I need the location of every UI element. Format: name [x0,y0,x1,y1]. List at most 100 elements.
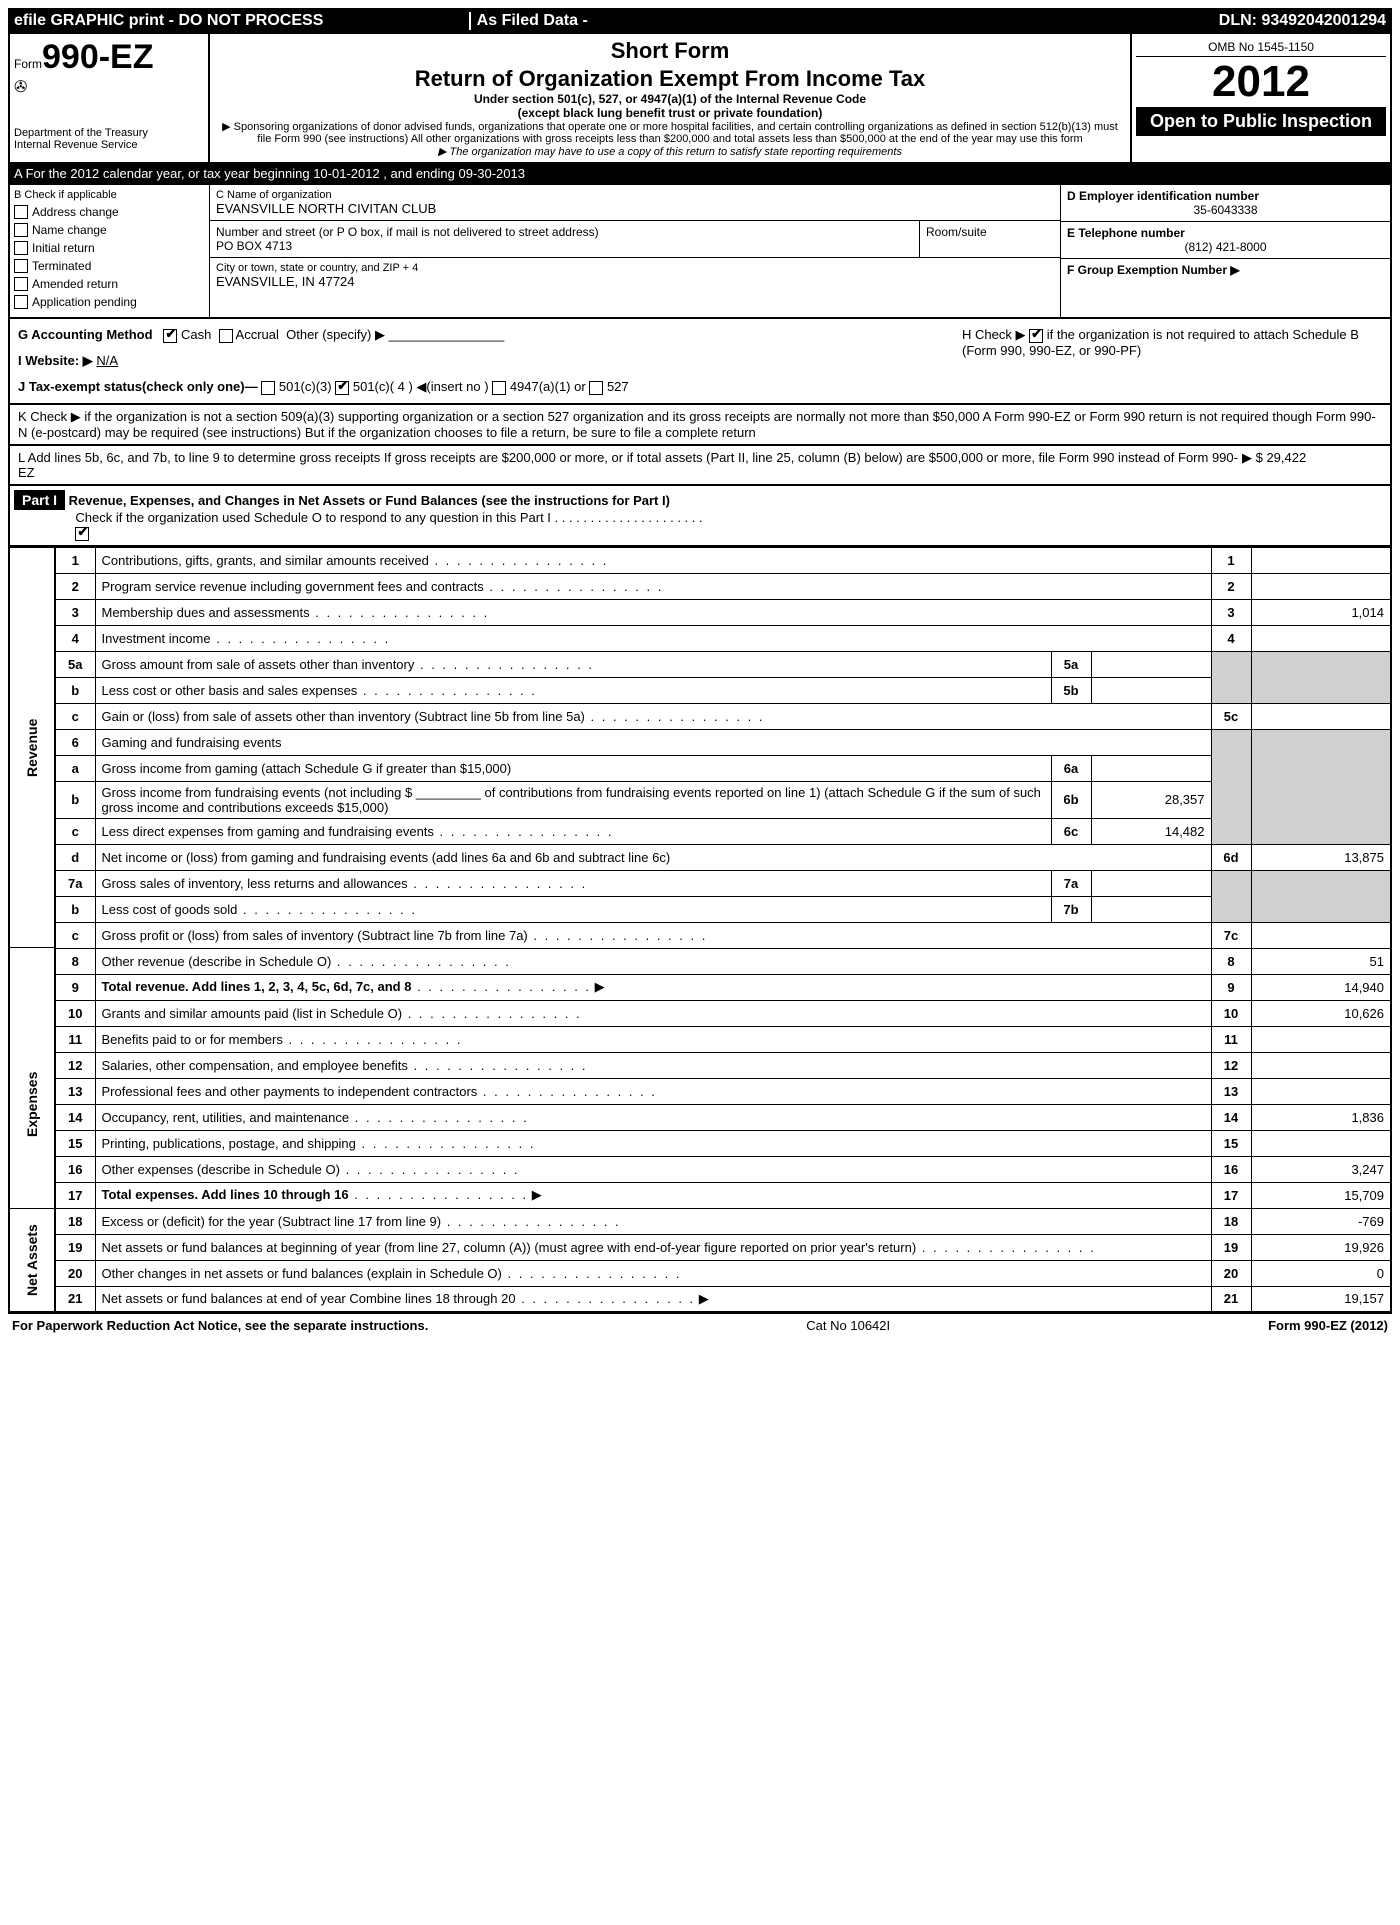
city-label: City or town, state or country, and ZIP … [216,262,1054,274]
l13-num: 13 [55,1078,95,1104]
l-value: ▶ $ 29,422 [1242,450,1382,480]
topbar-right: DLN: 93492042001294 [931,12,1386,30]
l8-rnum: 8 [1211,948,1251,974]
l21-num: 21 [55,1286,95,1312]
omb-number: OMB No 1545-1150 [1136,38,1386,57]
cb-part1[interactable]: ✔ [75,527,89,541]
l15-desc: Printing, publications, postage, and shi… [102,1136,356,1151]
l9-desc: Total revenue. Add lines 1, 2, 3, 4, 5c,… [102,979,412,994]
l3-rval: 1,014 [1251,599,1391,625]
lbl-501c: 501(c)( 4 ) ◀(insert no ) [353,379,489,394]
cb-accrual[interactable] [219,329,233,343]
l18-rval: -769 [1251,1208,1391,1234]
l9-rval: 14,940 [1251,974,1391,1000]
l6c-snum: 6c [1051,818,1091,844]
l6-num: 6 [55,729,95,755]
l6-desc: Gaming and fundraising events [102,735,282,750]
l5c-rnum: 5c [1211,703,1251,729]
footer-left: For Paperwork Reduction Act Notice, see … [12,1318,428,1333]
cb-4947[interactable] [492,381,506,395]
l7a-sval [1091,870,1211,896]
cb-app[interactable] [14,295,28,309]
form-number: 990-EZ [42,38,154,76]
form-prefix: Form [14,57,42,71]
lbl-other: Other (specify) ▶ [286,327,385,342]
topbar-left: efile GRAPHIC print - DO NOT PROCESS [14,12,469,30]
city-value: EVANSVILLE, IN 47724 [216,274,1054,289]
lbl-accrual: Accrual [236,327,279,342]
l11-rnum: 11 [1211,1026,1251,1052]
l6a-desc: Gross income from gaming (attach Schedul… [102,761,512,776]
cb-527[interactable] [589,381,603,395]
section-a: A For the 2012 calendar year, or tax yea… [8,164,1392,185]
cb-501c[interactable]: ✔ [335,381,349,395]
cb-501c3[interactable] [261,381,275,395]
dept-irs: Internal Revenue Service [14,139,204,151]
l-section: L Add lines 5b, 6c, and 7b, to line 9 to… [8,446,1392,486]
open-public: Open to Public Inspection [1136,107,1386,136]
col-d: D Employer identification number 35-6043… [1060,185,1390,317]
form-header: Form990-EZ ✇ Department of the Treasury … [8,34,1392,164]
lbl-address: Address change [32,205,119,219]
l6b-sval: 28,357 [1091,781,1211,818]
l15-num: 15 [55,1130,95,1156]
l2-num: 2 [55,573,95,599]
l7b-desc: Less cost of goods sold [102,902,238,917]
l6c-sval: 14,482 [1091,818,1211,844]
website-label: I Website: ▶ [18,353,93,368]
dept-treasury: Department of the Treasury [14,127,204,139]
cb-sched-b[interactable]: ✔ [1029,329,1043,343]
l9-num: 9 [55,974,95,1000]
l6b-snum: 6b [1051,781,1091,818]
l6b-num: b [55,781,95,818]
l5a-desc: Gross amount from sale of assets other t… [102,657,415,672]
l13-rnum: 13 [1211,1078,1251,1104]
l6-shade2 [1251,729,1391,844]
l5b-snum: 5b [1051,677,1091,703]
footer-mid: Cat No 10642I [806,1318,890,1333]
l6d-num: d [55,844,95,870]
lbl-527: 527 [607,379,629,394]
cb-amend[interactable] [14,277,28,291]
l4-rnum: 4 [1211,625,1251,651]
l1-desc: Contributions, gifts, grants, and simila… [102,553,429,568]
cb-initial[interactable] [14,241,28,255]
l8-desc: Other revenue (describe in Schedule O) [102,954,332,969]
l14-rnum: 14 [1211,1104,1251,1130]
l13-rval [1251,1078,1391,1104]
l6a-snum: 6a [1051,755,1091,781]
cb-address[interactable] [14,205,28,219]
l7a-snum: 7a [1051,870,1091,896]
l6b-desc: Gross income from fundraising events (no… [102,785,1041,815]
l4-desc: Investment income [102,631,211,646]
tel-label: E Telephone number [1067,226,1384,240]
org-name-label: C Name of organization [216,189,1054,201]
l7c-num: c [55,922,95,948]
cb-cash[interactable]: ✔ [163,329,177,343]
l5c-rval [1251,703,1391,729]
l7b-snum: 7b [1051,896,1091,922]
col-b-header: B Check if applicable [14,189,205,201]
l7b-sval [1091,896,1211,922]
k-section: K Check ▶ if the organization is not a s… [8,405,1392,446]
l5c-num: c [55,703,95,729]
top-bar: efile GRAPHIC print - DO NOT PROCESS As … [8,8,1392,34]
l4-num: 4 [55,625,95,651]
l7b-num: b [55,896,95,922]
l13-desc: Professional fees and other payments to … [102,1084,478,1099]
l16-desc: Other expenses (describe in Schedule O) [102,1162,340,1177]
l14-rval: 1,836 [1251,1104,1391,1130]
l2-rnum: 2 [1211,573,1251,599]
rev-cont [9,948,55,1000]
l17-num: 17 [55,1182,95,1208]
l5a-num: 5a [55,651,95,677]
l6c-num: c [55,818,95,844]
l10-rval: 10,626 [1251,1000,1391,1026]
cb-name[interactable] [14,223,28,237]
cb-term[interactable] [14,259,28,273]
section-a-text: A For the 2012 calendar year, or tax yea… [14,166,525,181]
j-label: J Tax-exempt status(check only one)— [18,379,258,394]
l6d-rnum: 6d [1211,844,1251,870]
l12-desc: Salaries, other compensation, and employ… [102,1058,408,1073]
part1-title: Revenue, Expenses, and Changes in Net As… [69,493,670,508]
